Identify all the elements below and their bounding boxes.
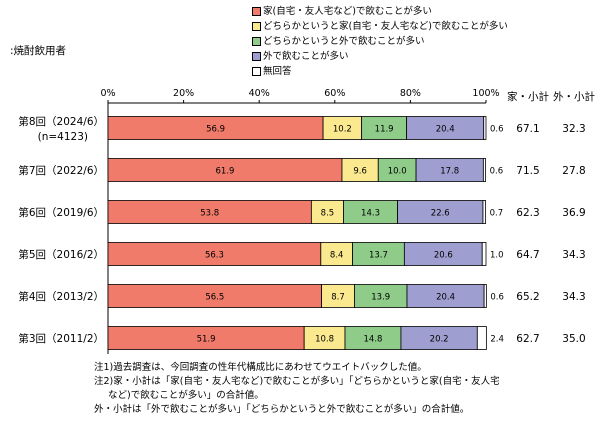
bar-segment (481, 242, 487, 266)
data-label-no-answer: 0.7 (490, 209, 504, 219)
x-tick-label: 0% (100, 88, 115, 99)
x-tick-label: 40% (249, 88, 270, 99)
out-subtotal-value: 34.3 (562, 291, 585, 303)
data-label-no-answer: 0.6 (490, 167, 504, 177)
data-label: 10.0 (388, 167, 407, 177)
home-subtotal-value: 62.7 (516, 333, 539, 345)
data-label-no-answer: 2.4 (490, 335, 504, 345)
category-label: 第7回（2022/6） (18, 164, 104, 177)
out-subtotal-value: 34.3 (562, 249, 585, 261)
data-label: 20.4 (436, 125, 455, 135)
data-label: 20.4 (436, 293, 455, 303)
category-label: 第5回（2016/2） (18, 248, 104, 261)
category-label: 第6回（2019/6） (18, 206, 104, 219)
legend-item-home: 家(自宅・友人宅など)で飲むことが多い (252, 4, 508, 19)
footnote-2: 注2)家・小計は「家(自宅・友人宅など)で飲むことが多い」「どちらかというと家(… (94, 376, 500, 387)
category-label: 第4回（2013/2） (18, 290, 104, 303)
legend-label-home: 家(自宅・友人宅など)で飲むことが多い (263, 6, 432, 17)
data-label: 14.3 (361, 209, 380, 219)
data-label-no-answer: 0.6 (490, 293, 504, 303)
chart-legend: 家(自宅・友人宅など)で飲むことが多い どちらかというと家(自宅・友人宅など)で… (252, 4, 508, 79)
category-sublabel: (n=4123) (38, 131, 88, 143)
category-label: 第8回（2024/6） (18, 115, 104, 128)
legend-item-rather-out: どちらかというと外で飲むことが多い (252, 34, 508, 49)
legend-item-rather-home: どちらかというと家(自宅・友人宅など)で飲むことが多い (252, 19, 508, 34)
data-label: 51.9 (197, 335, 216, 345)
summary-header-home: 家・小計 (507, 90, 549, 103)
out-subtotal-value: 32.3 (562, 123, 585, 135)
data-label-no-answer: 1.0 (490, 251, 504, 261)
footnotes: 注1)過去調査は、今回調査の性年代構成比にあわせてウエイトバックした値。 注2)… (94, 361, 500, 417)
x-tick-label: 60% (324, 88, 345, 99)
x-tick-label: 100% (472, 88, 499, 99)
data-label: 10.2 (333, 125, 352, 135)
data-label: 53.8 (200, 209, 219, 219)
legend-label-rather-home: どちらかというと家(自宅・友人宅など)で飲むことが多い (263, 21, 508, 32)
home-subtotal-value: 67.1 (516, 123, 539, 135)
bar-segment (483, 116, 487, 140)
data-label: 61.9 (216, 167, 235, 177)
legend-swatch-home (252, 7, 261, 16)
x-tick-label: 20% (173, 88, 194, 99)
data-label: 20.6 (434, 251, 453, 261)
legend-label-rather-out: どちらかというと外で飲むことが多い (263, 36, 425, 47)
legend-swatch-rather-out (252, 37, 261, 46)
out-subtotal-value: 36.9 (562, 207, 585, 219)
category-label: 第3回（2011/2） (18, 332, 104, 345)
summary-header-out: 外・小計 (553, 90, 595, 103)
bar-segment (482, 200, 487, 224)
out-subtotal-value: 27.8 (562, 165, 585, 177)
data-label: 9.6 (353, 167, 367, 177)
data-label: 13.9 (371, 293, 390, 303)
legend-swatch-rather-home (252, 22, 261, 31)
data-label: 56.3 (205, 251, 224, 261)
data-label: 22.6 (431, 209, 450, 219)
legend-item-out: 外で飲むことが多い (252, 49, 508, 64)
bar-segment (476, 326, 487, 350)
legend-label-no-answer: 無回答 (263, 66, 292, 77)
subject-label: :焼酎飲用者 (10, 45, 67, 57)
legend-label-out: 外で飲むことが多い (263, 51, 349, 62)
data-label-no-answer: 0.6 (490, 125, 504, 135)
data-label: 10.8 (315, 335, 334, 345)
data-label: 56.9 (206, 125, 225, 135)
out-subtotal-value: 35.0 (562, 333, 585, 345)
legend-swatch-out (252, 52, 261, 61)
data-label: 20.2 (430, 335, 449, 345)
bar-segment (483, 284, 487, 308)
footnote-1: 注1)過去調査は、今回調査の性年代構成比にあわせてウエイトバックした値。 (94, 362, 427, 373)
data-label: 56.5 (205, 293, 224, 303)
legend-swatch-no-answer (252, 67, 261, 76)
x-tick-label: 80% (400, 88, 421, 99)
data-label: 13.7 (369, 251, 388, 261)
data-label: 8.4 (330, 251, 344, 261)
data-label: 17.8 (440, 167, 459, 177)
data-label: 14.8 (364, 335, 383, 345)
bar-segment (482, 158, 487, 182)
home-subtotal-value: 71.5 (516, 165, 539, 177)
data-label: 8.5 (321, 209, 335, 219)
footnote-3: 外・小計は「外で飲むことが多い」「どちらかというと外で飲むことが多い」の合計値。 (94, 404, 470, 415)
home-subtotal-value: 65.2 (516, 291, 539, 303)
data-label: 8.7 (331, 293, 345, 303)
data-label: 11.9 (375, 125, 394, 135)
legend-item-no-answer: 無回答 (252, 64, 508, 79)
home-subtotal-value: 62.3 (516, 207, 539, 219)
footnote-2-cont: など)で飲むことが多い」の合計値。 (108, 390, 264, 401)
home-subtotal-value: 64.7 (516, 249, 539, 261)
